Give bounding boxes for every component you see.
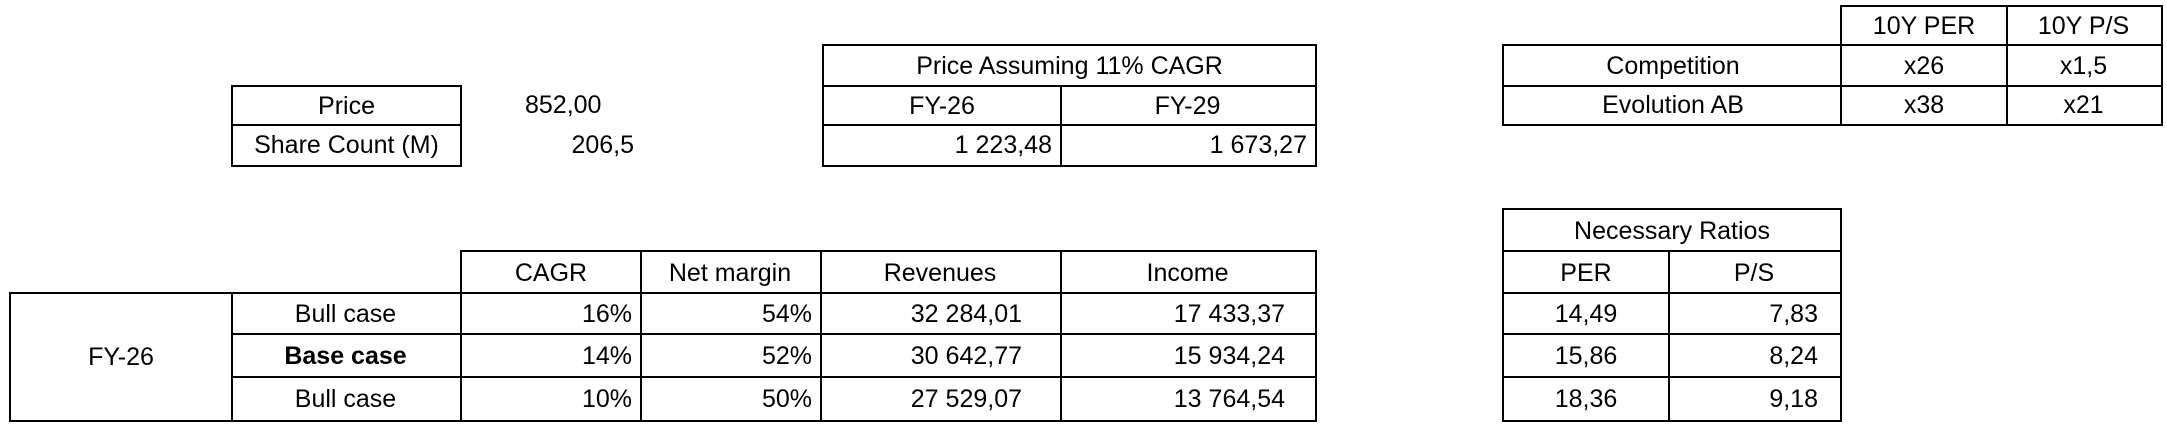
price-value: 852,00 — [525, 91, 602, 119]
scenario-row-revenues: 32 284,01 — [820, 292, 1062, 335]
price-assuming-header-fy26: FY-26 — [822, 85, 1062, 126]
scenario-row-net-margin: 52% — [640, 333, 822, 378]
comparison-row-label: Competition — [1502, 44, 1842, 87]
scenario-row-net-margin: 50% — [640, 376, 822, 422]
scenario-header-net-margin: Net margin — [640, 250, 822, 294]
scenario-row-revenues: 27 529,07 — [820, 376, 1062, 422]
price-assuming-title: Price Assuming 11% CAGR — [822, 44, 1317, 87]
comparison-header-ps: 10Y P/S — [2006, 5, 2163, 46]
necessary-ratios-header-ps: P/S — [1668, 250, 1842, 294]
necessary-ratios-row-ps: 7,83 — [1668, 292, 1842, 335]
comparison-row-per: x38 — [1840, 85, 2008, 126]
scenario-period: FY-26 — [9, 292, 233, 422]
scenario-row-income: 13 764,54 — [1060, 376, 1317, 422]
share-count-label: Share Count (M) — [231, 124, 462, 167]
scenario-header-revenues: Revenues — [820, 250, 1062, 294]
scenario-row-label: Bull case — [231, 376, 462, 422]
share-count-value: 206,5 — [571, 131, 634, 159]
necessary-ratios-header-per: PER — [1502, 250, 1670, 294]
comparison-header-per: 10Y PER — [1840, 5, 2008, 46]
price-label: Price — [231, 85, 462, 126]
necessary-ratios-row-per: 18,36 — [1502, 376, 1670, 422]
price-assuming-value-fy26: 1 223,48 — [822, 124, 1062, 167]
comparison-row-per: x26 — [1840, 44, 2008, 87]
scenario-row-label: Bull case — [231, 292, 462, 335]
comparison-row-ps: x21 — [2006, 85, 2163, 126]
comparison-row-ps: x1,5 — [2006, 44, 2163, 87]
price-assuming-header-fy29: FY-29 — [1060, 85, 1317, 126]
scenario-row-income: 15 934,24 — [1060, 333, 1317, 378]
necessary-ratios-row-per: 15,86 — [1502, 333, 1670, 378]
scenario-row-cagr: 16% — [460, 292, 642, 335]
scenario-row-income: 17 433,37 — [1060, 292, 1317, 335]
necessary-ratios-row-ps: 8,24 — [1668, 333, 1842, 378]
scenario-row-cagr: 10% — [460, 376, 642, 422]
necessary-ratios-row-ps: 9,18 — [1668, 376, 1842, 422]
scenario-row-cagr: 14% — [460, 333, 642, 378]
necessary-ratios-title: Necessary Ratios — [1502, 208, 1842, 252]
scenario-row-revenues: 30 642,77 — [820, 333, 1062, 378]
scenario-header-cagr: CAGR — [460, 250, 642, 294]
comparison-row-label: Evolution AB — [1502, 85, 1842, 126]
scenario-header-income: Income — [1060, 250, 1317, 294]
scenario-row-label: Base case — [231, 333, 462, 378]
scenario-row-net-margin: 54% — [640, 292, 822, 335]
necessary-ratios-row-per: 14,49 — [1502, 292, 1670, 335]
price-assuming-value-fy29: 1 673,27 — [1060, 124, 1317, 167]
